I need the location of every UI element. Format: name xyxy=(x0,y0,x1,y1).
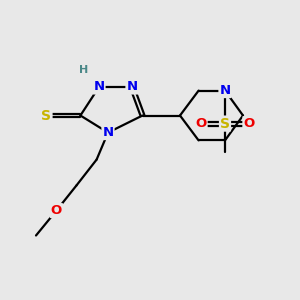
Text: N: N xyxy=(102,126,114,139)
Text: S: S xyxy=(41,109,52,122)
Text: N: N xyxy=(219,84,231,97)
Text: S: S xyxy=(220,117,230,130)
Text: O: O xyxy=(51,204,62,217)
Text: H: H xyxy=(80,64,88,75)
Text: N: N xyxy=(93,80,105,94)
Text: O: O xyxy=(243,117,255,130)
Text: O: O xyxy=(195,117,207,130)
Text: N: N xyxy=(126,80,138,94)
